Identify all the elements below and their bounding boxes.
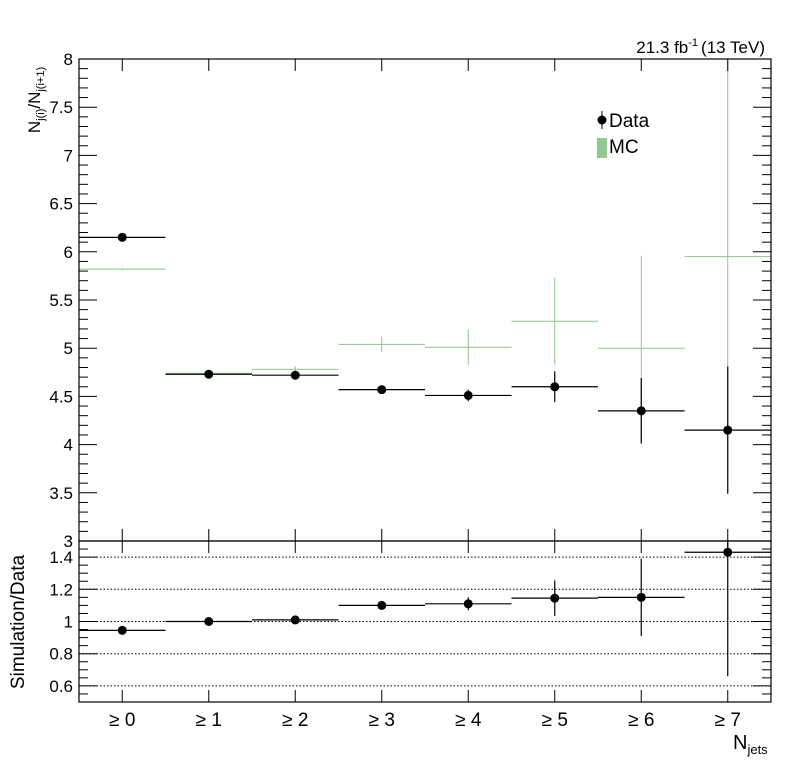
data-point <box>290 370 300 380</box>
x-tick-label: ≥ 1 <box>196 710 222 731</box>
main-y-tick-label: 5.5 <box>49 291 73 310</box>
ratio-y-tick-label: 1.4 <box>49 548 73 567</box>
main-y-tick-label: 7 <box>64 146 73 165</box>
ratio-point <box>636 592 646 602</box>
main-y-tick-label: 7.5 <box>49 98 73 117</box>
lumi-label: 21.3 fb-1 (13 TeV) <box>636 37 765 57</box>
legend-data-marker <box>597 115 607 125</box>
ratio-point <box>463 599 473 609</box>
main-y-axis-title: Nj(i)/Nj(i+1) <box>25 67 47 133</box>
main-y-tick-label: 4.5 <box>49 387 73 406</box>
ratio-point <box>117 625 127 635</box>
ratio-y-tick-label: 1.2 <box>49 580 73 599</box>
main-y-tick-label: 3.5 <box>49 484 73 503</box>
x-tick-label: ≥ 6 <box>628 710 654 731</box>
data-point <box>204 369 214 379</box>
data-point <box>550 382 560 392</box>
legend: Data MC <box>597 111 650 158</box>
ratio-y-tick-label: 1 <box>64 613 73 632</box>
x-tick-label: ≥ 4 <box>455 710 482 731</box>
main-plot-frame <box>78 58 772 542</box>
x-tick-label: ≥ 0 <box>109 710 135 731</box>
x-tick-label: ≥ 2 <box>282 710 308 731</box>
data-point <box>377 385 387 395</box>
x-axis-title: Njets <box>733 732 768 757</box>
ratio-y-tick-label: 0.8 <box>49 645 73 664</box>
ratio-point <box>290 615 300 625</box>
ratio-point <box>204 617 214 626</box>
x-tick-label: ≥ 7 <box>715 710 741 731</box>
data-point <box>117 232 127 242</box>
legend-mc-label: MC <box>609 137 639 158</box>
x-tick-label: ≥ 3 <box>369 710 395 731</box>
ratio-y-tick-label: 0.6 <box>49 677 73 696</box>
ratio-point <box>377 600 387 610</box>
main-y-tick-label: 3 <box>64 532 73 551</box>
ratio-y-axis-title: Simulation/Data <box>8 555 29 690</box>
main-y-tick-label: 5 <box>64 339 73 358</box>
x-tick-label: ≥ 5 <box>542 710 568 731</box>
ratio-point <box>550 593 560 603</box>
data-point <box>636 406 646 416</box>
main-y-tick-label: 8 <box>64 50 73 69</box>
legend-mc-swatch <box>597 138 607 158</box>
data-point <box>723 425 733 435</box>
data-point <box>463 390 473 400</box>
main-y-tick-label: 4 <box>64 436 73 455</box>
legend-data-label: Data <box>609 111 650 132</box>
main-y-tick-label: 6.5 <box>49 195 73 214</box>
main-y-tick-label: 6 <box>64 243 73 262</box>
